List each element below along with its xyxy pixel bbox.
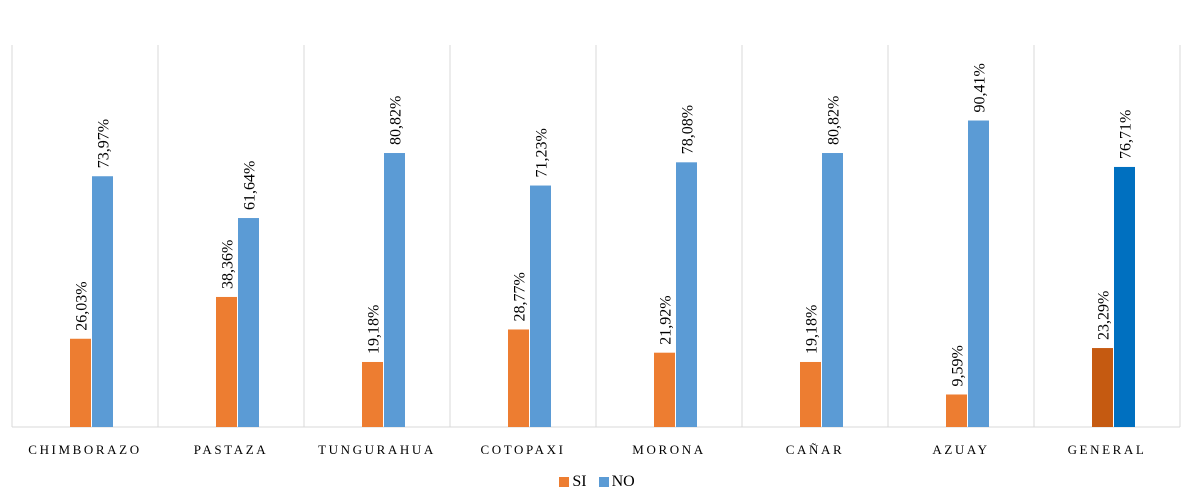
bar-no-azuay <box>968 120 989 427</box>
legend-swatch-si <box>559 477 570 487</box>
bar-no-general <box>1114 166 1135 427</box>
data-label: 76,71% <box>1118 110 1135 159</box>
data-label: 80,82% <box>826 96 843 145</box>
data-label: 80,82% <box>388 96 405 145</box>
bar-no-chimborazo <box>92 176 113 427</box>
bar-no-cotopaxi <box>530 185 551 427</box>
x-tick-label: AZUAY <box>932 442 989 457</box>
data-label: 28,77% <box>512 272 529 321</box>
bar-si-cañar <box>800 361 821 427</box>
bar-si-tungurahua <box>362 361 383 427</box>
legend-label-si: SI <box>572 473 587 490</box>
x-tick-label: GENERAL <box>1068 442 1147 457</box>
bar-si-pastaza <box>216 296 237 427</box>
x-tick-label: PASTAZA <box>194 442 268 457</box>
x-tick-label: CAÑAR <box>786 442 845 457</box>
x-tick-label: CHIMBORAZO <box>28 442 141 457</box>
bar-si-azuay <box>946 394 967 427</box>
bar-si-general <box>1092 348 1113 427</box>
data-label: 26,03% <box>74 281 91 330</box>
x-tick-label: TUNGURAHUA <box>318 442 436 457</box>
legend-item-si: SI <box>559 473 587 491</box>
bar-si-morona <box>654 352 675 427</box>
chart-legend: SI NO <box>0 472 1194 492</box>
bar-si-chimborazo <box>70 338 91 427</box>
data-label: 9,59% <box>950 345 967 386</box>
data-label: 71,23% <box>534 128 551 177</box>
bar-no-pastaza <box>238 218 259 427</box>
bar-no-morona <box>676 162 697 427</box>
data-label: 73,97% <box>96 119 113 168</box>
legend-swatch-no <box>598 477 609 487</box>
x-tick-label: COTOPAXI <box>480 442 565 457</box>
data-label: 78,08% <box>680 105 697 154</box>
bar-no-tungurahua <box>384 153 405 427</box>
bar-no-cañar <box>822 153 843 427</box>
legend-label-no: NO <box>611 473 635 490</box>
data-label: 19,18% <box>804 305 821 354</box>
data-label: 23,29% <box>1096 291 1113 340</box>
legend-item-no: NO <box>598 473 635 491</box>
data-label: 21,92% <box>658 295 675 344</box>
bar-si-cotopaxi <box>508 329 529 427</box>
data-label: 38,36% <box>220 240 237 289</box>
x-tick-label: MORONA <box>632 442 705 457</box>
data-label: 61,64% <box>242 161 259 210</box>
data-label: 19,18% <box>366 305 383 354</box>
data-label: 90,41% <box>972 63 989 112</box>
